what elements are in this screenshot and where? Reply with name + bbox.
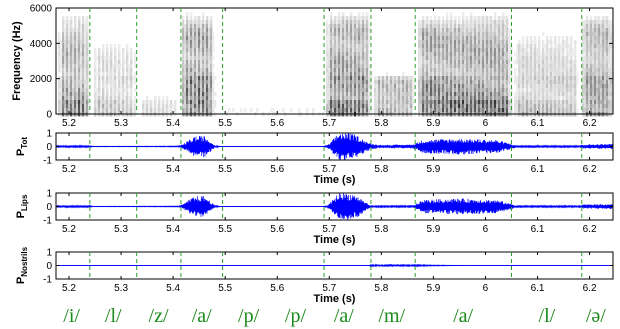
phoneme-label: /z/ <box>149 305 169 327</box>
spec-ytick-label: 2000 <box>30 74 53 85</box>
xtick-label: 5.5 <box>218 224 232 235</box>
xtick-label: 5.2 <box>62 118 76 129</box>
P_Nostrils-xlabel: Time (s) <box>314 293 356 305</box>
phoneme-label: /ə/ <box>586 305 606 327</box>
phoneme-label: /l/ <box>539 305 556 327</box>
xtick-label: 5.8 <box>374 224 388 235</box>
xtick-label: 5.6 <box>270 283 284 294</box>
xtick-label: 6 <box>483 224 489 235</box>
xtick-label: 6.2 <box>583 118 597 129</box>
xtick-label: 5.9 <box>426 118 440 129</box>
xtick-label: 5.3 <box>114 118 128 129</box>
xtick-label: 5.7 <box>322 118 336 129</box>
spectrogram-frame <box>55 7 614 115</box>
xtick-label: 5.7 <box>322 283 336 294</box>
P_Nostrils-ytick-label: -1 <box>43 275 52 286</box>
xtick-label: 5.5 <box>218 164 232 175</box>
xtick-label: 5.8 <box>374 118 388 129</box>
P_Lips-xlabel: Time (s) <box>314 234 356 246</box>
xtick-label: 6.2 <box>583 164 597 175</box>
xtick-label: 5.7 <box>322 164 336 175</box>
P_Tot-ytick-label: 1 <box>46 129 52 140</box>
xtick-label: 6.1 <box>531 118 545 129</box>
P_Tot-waveform <box>55 133 614 161</box>
xtick-label: 5.8 <box>374 164 388 175</box>
xtick-label: 5.9 <box>426 164 440 175</box>
xtick-label: 5.4 <box>166 118 180 129</box>
xtick-label: 5.2 <box>62 283 76 294</box>
P_Nostrils-waveform <box>56 263 613 268</box>
spec-ytick-label: 6000 <box>30 4 53 15</box>
spec-ytick-label: 4000 <box>30 39 53 50</box>
xtick-label: 5.9 <box>426 224 440 235</box>
xtick-label: 5.4 <box>166 224 180 235</box>
phoneme-label: /p/ <box>238 305 260 327</box>
phoneme-label: /p/ <box>285 305 307 327</box>
xtick-label: 5.3 <box>114 224 128 235</box>
P_Tot-ylabel: PTot <box>15 137 29 157</box>
spec-ylabel: Frequency (Hz) <box>11 21 23 101</box>
xtick-label: 5.6 <box>270 118 284 129</box>
xtick-label: 6.1 <box>531 283 545 294</box>
phoneme-label: /l/ <box>105 305 122 327</box>
xtick-label: 5.7 <box>322 224 336 235</box>
P_Lips-ylabel: PLips <box>15 194 29 218</box>
P_Nostrils-ytick-label: 1 <box>46 248 52 259</box>
phoneme-label: /i/ <box>63 305 80 327</box>
P_Nostrils-ylabel: PNostrils <box>15 246 29 284</box>
xtick-label: 5.2 <box>62 164 76 175</box>
xtick-label: 5.8 <box>374 283 388 294</box>
xtick-label: 6 <box>483 118 489 129</box>
xtick-label: 5.5 <box>218 283 232 294</box>
P_Tot-ytick-label: 0 <box>46 142 52 153</box>
xtick-label: 5.3 <box>114 283 128 294</box>
P_Lips-ytick-label: -1 <box>43 216 52 227</box>
xtick-label: 5.5 <box>218 118 232 129</box>
P_Lips-waveform <box>55 192 614 220</box>
xtick-label: 5.4 <box>166 164 180 175</box>
phoneme-label: /a/ <box>334 305 354 327</box>
xtick-label: 5.2 <box>62 224 76 235</box>
P_Tot-xlabel: Time (s) <box>314 174 356 186</box>
phoneme-label: /m/ <box>378 305 405 327</box>
xtick-label: 5.6 <box>270 224 284 235</box>
xtick-label: 6.2 <box>583 224 597 235</box>
xtick-label: 6.1 <box>531 164 545 175</box>
spec-ytick-label: 0 <box>46 110 52 121</box>
xtick-label: 5.4 <box>166 283 180 294</box>
xtick-label: 5.9 <box>426 283 440 294</box>
P_Tot-ytick-label: -1 <box>43 156 52 167</box>
xtick-label: 6.2 <box>583 283 597 294</box>
xtick-label: 5.6 <box>270 164 284 175</box>
spectrogram-image <box>58 12 613 117</box>
phoneme-label: /a/ <box>192 305 212 327</box>
P_Lips-ytick-label: 0 <box>46 202 52 213</box>
phoneme-label: /a/ <box>453 305 473 327</box>
xtick-label: 6.1 <box>531 224 545 235</box>
P_Lips-ytick-label: 1 <box>46 189 52 200</box>
P_Nostrils-ytick-label: 0 <box>46 261 52 272</box>
xtick-label: 6 <box>483 164 489 175</box>
xtick-label: 6 <box>483 283 489 294</box>
xtick-label: 5.3 <box>114 164 128 175</box>
